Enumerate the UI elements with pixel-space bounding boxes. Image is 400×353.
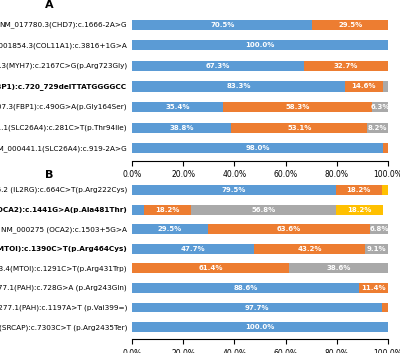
Text: NM_006662.2(SRCAP):c.7303C>T (p.Arg2435Ter): NM_006662.2(SRCAP):c.7303C>T (p.Arg2435T… <box>0 324 127 330</box>
Bar <box>312 19 388 30</box>
Text: NM_000441.1(SLC26A4):c.919-2A>G: NM_000441.1(SLC26A4):c.919-2A>G <box>0 145 127 152</box>
Text: NM_000441.1(SLC26A4):c.281C>T(p.Thr94Ile): NM_000441.1(SLC26A4):c.281C>T(p.Thr94Ile… <box>0 124 127 131</box>
Bar <box>132 143 383 154</box>
Text: 61.4%: 61.4% <box>198 265 223 271</box>
Text: NM_012123.4(MTOI):c.1291C>T(p.Arg431Trp): NM_012123.4(MTOI):c.1291C>T(p.Arg431Trp) <box>0 265 127 272</box>
Text: 100.0%: 100.0% <box>245 324 275 330</box>
Text: 6.8%: 6.8% <box>369 226 389 232</box>
Bar <box>365 244 388 254</box>
Text: 88.6%: 88.6% <box>233 285 258 291</box>
Bar <box>382 185 388 195</box>
Bar <box>132 263 289 273</box>
Legend: P, LP, VUS: P, LP, VUS <box>224 186 296 201</box>
Bar <box>231 122 367 133</box>
Bar <box>132 102 223 112</box>
Bar <box>132 224 208 234</box>
Bar <box>370 224 388 234</box>
Bar <box>254 244 365 254</box>
Bar <box>383 143 388 154</box>
Text: 98.0%: 98.0% <box>245 145 270 151</box>
Text: 29.5%: 29.5% <box>338 22 362 28</box>
Text: A: A <box>45 0 54 11</box>
Bar <box>132 205 144 215</box>
Bar <box>336 205 383 215</box>
Text: NM_000507.3(FBP1):c.490G>A(p.Gly164Ser): NM_000507.3(FBP1):c.490G>A(p.Gly164Ser) <box>0 104 127 110</box>
Text: 8.2%: 8.2% <box>368 125 388 131</box>
Bar <box>191 205 336 215</box>
Text: NM_000277.1(PAH):c.1197A>T (p.Val399=): NM_000277.1(PAH):c.1197A>T (p.Val399=) <box>0 304 127 311</box>
Bar <box>383 81 388 92</box>
Text: 43.2%: 43.2% <box>297 246 322 252</box>
Text: NM_000507.3(FBP1):c.720_729delTTATGGGGCC: NM_000507.3(FBP1):c.720_729delTTATGGGGCC <box>0 83 127 90</box>
Text: 18.2%: 18.2% <box>347 207 372 213</box>
Text: B: B <box>45 170 53 180</box>
Text: 9.1%: 9.1% <box>366 246 386 252</box>
Bar <box>336 185 382 195</box>
Text: 83.3%: 83.3% <box>226 84 251 89</box>
Text: 56.8%: 56.8% <box>252 207 276 213</box>
Text: 58.3%: 58.3% <box>285 104 310 110</box>
Text: 97.7%: 97.7% <box>245 305 269 311</box>
Text: NM_000275 (OCA2):c.1503+5G>A: NM_000275 (OCA2):c.1503+5G>A <box>1 226 127 233</box>
Text: NM_001854.3(COL11A1):c.3816+1G>A: NM_001854.3(COL11A1):c.3816+1G>A <box>0 42 127 49</box>
Bar <box>223 102 372 112</box>
Bar <box>132 322 388 332</box>
Text: 14.6%: 14.6% <box>352 84 376 89</box>
Bar <box>345 81 383 92</box>
Text: 11.4%: 11.4% <box>361 285 386 291</box>
Bar <box>359 283 388 293</box>
Text: NM_000277.1(PAH):c.728G>A (p.Arg243Gln): NM_000277.1(PAH):c.728G>A (p.Arg243Gln) <box>0 285 127 291</box>
Bar <box>132 244 254 254</box>
Text: 18.2%: 18.2% <box>347 187 371 193</box>
Text: 70.5%: 70.5% <box>210 22 234 28</box>
Text: 6.3%: 6.3% <box>370 104 390 110</box>
Text: 53.1%: 53.1% <box>287 125 312 131</box>
Bar <box>132 81 345 92</box>
Bar <box>132 122 231 133</box>
Text: 47.7%: 47.7% <box>181 246 205 252</box>
Text: NM_000275 (OCA2):c.1441G>A(p.Ala481Thr): NM_000275 (OCA2):c.1441G>A(p.Ala481Thr) <box>0 206 127 213</box>
Text: 67.3%: 67.3% <box>206 63 230 69</box>
Text: 100.0%: 100.0% <box>245 42 275 48</box>
Text: 29.5%: 29.5% <box>158 226 182 232</box>
Text: 32.7%: 32.7% <box>334 63 358 69</box>
Text: 79.5%: 79.5% <box>222 187 246 193</box>
Bar <box>132 61 304 71</box>
Bar <box>132 185 336 195</box>
Bar <box>367 122 388 133</box>
Bar <box>304 61 388 71</box>
Text: NM_000206.2 (IL2RG):c.664C>T(p.Arg222Cys): NM_000206.2 (IL2RG):c.664C>T(p.Arg222Cys… <box>0 187 127 193</box>
Bar <box>144 205 191 215</box>
Bar <box>208 224 370 234</box>
Bar <box>132 283 359 293</box>
Text: 63.6%: 63.6% <box>277 226 301 232</box>
Bar <box>289 263 388 273</box>
Text: 38.8%: 38.8% <box>170 125 194 131</box>
Bar <box>132 303 382 312</box>
Bar <box>132 40 388 50</box>
Text: 18.2%: 18.2% <box>155 207 180 213</box>
Bar <box>132 19 312 30</box>
Text: NM_0121233.4(MTOI):c.1390C>T(p.Arg464Cys): NM_0121233.4(MTOI):c.1390C>T(p.Arg464Cys… <box>0 245 127 252</box>
Bar <box>382 303 388 312</box>
Text: 35.4%: 35.4% <box>165 104 190 110</box>
Bar <box>372 102 388 112</box>
Text: NM_017780.3(CHD7):c.1666-2A>G: NM_017780.3(CHD7):c.1666-2A>G <box>0 21 127 28</box>
Text: 38.6%: 38.6% <box>326 265 351 271</box>
Text: NM_000257.3(MYH7):c.2167C>G(p.Arg723Gly): NM_000257.3(MYH7):c.2167C>G(p.Arg723Gly) <box>0 62 127 69</box>
